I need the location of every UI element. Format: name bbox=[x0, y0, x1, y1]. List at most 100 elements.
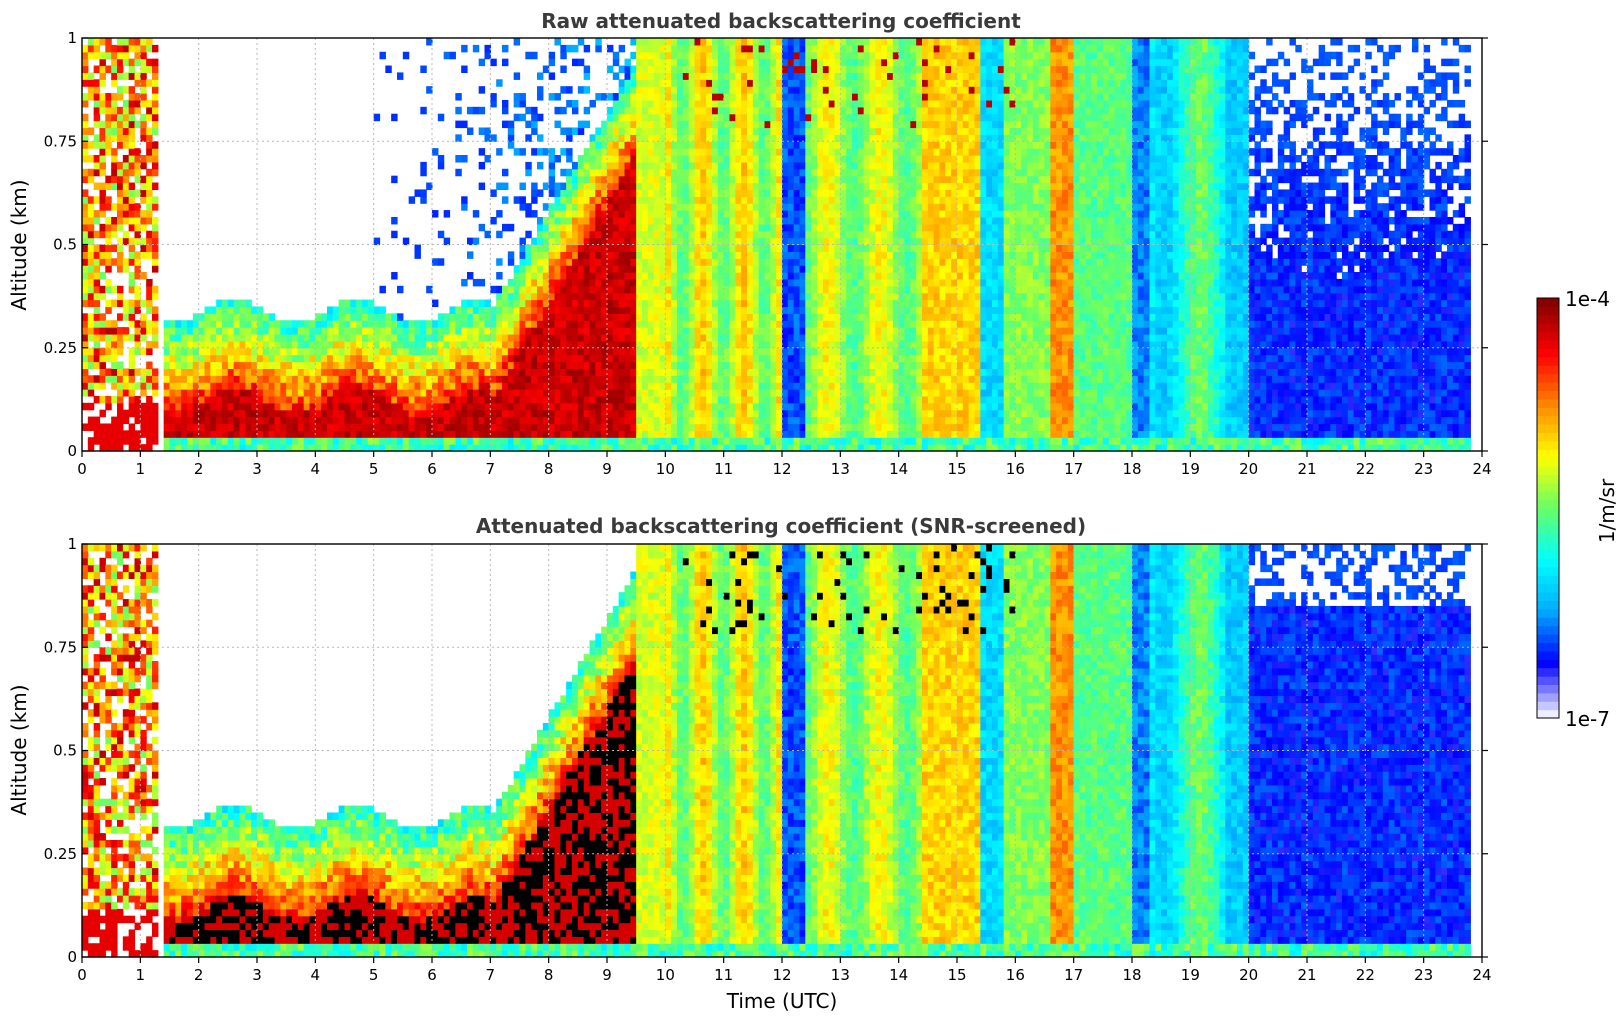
heatmap-cell bbox=[338, 423, 346, 431]
heatmap-cell bbox=[268, 354, 276, 363]
heatmap-cell bbox=[315, 347, 322, 356]
heatmap-cell bbox=[537, 430, 544, 438]
heatmap-cell bbox=[373, 416, 381, 425]
heatmap-cell bbox=[344, 313, 351, 321]
heatmap-cell bbox=[507, 423, 515, 431]
heatmap-cell bbox=[496, 409, 503, 418]
heatmap-cell bbox=[642, 223, 649, 232]
heatmap-cell bbox=[146, 148, 153, 156]
heatmap-cell bbox=[350, 320, 357, 328]
heatmap-cell bbox=[99, 189, 106, 197]
heatmap-cell bbox=[210, 368, 217, 376]
heatmap-cell bbox=[432, 430, 439, 438]
heatmap-cell bbox=[367, 389, 375, 397]
heatmap-cell bbox=[828, 299, 836, 308]
heatmap-cell bbox=[828, 361, 836, 369]
heatmap-cell bbox=[787, 389, 795, 397]
heatmap-cell bbox=[572, 251, 579, 259]
heatmap-cell bbox=[437, 382, 445, 390]
heatmap-cell bbox=[379, 368, 386, 376]
heatmap-cell bbox=[490, 285, 497, 294]
heatmap-cell bbox=[782, 251, 789, 259]
heatmap-cell bbox=[630, 196, 637, 204]
heatmap-cell bbox=[496, 210, 503, 218]
heatmap-cell bbox=[764, 258, 771, 266]
heatmap-cell bbox=[490, 58, 497, 67]
heatmap-cell bbox=[799, 196, 806, 204]
heatmap-cell bbox=[595, 155, 602, 163]
heatmap-cell bbox=[787, 299, 795, 308]
heatmap-cell bbox=[152, 141, 159, 149]
heatmap-cell bbox=[198, 437, 206, 445]
heatmap-cell bbox=[822, 285, 830, 294]
heatmap-cell bbox=[659, 99, 666, 108]
heatmap-cell bbox=[566, 182, 573, 191]
heatmap-cell bbox=[741, 416, 748, 425]
heatmap-cell bbox=[624, 265, 631, 273]
heatmap-cell bbox=[292, 423, 299, 431]
heatmap-cell bbox=[379, 423, 386, 431]
heatmap-cell bbox=[799, 127, 806, 135]
heatmap-cell bbox=[146, 437, 153, 445]
heatmap-cell bbox=[700, 210, 707, 218]
heatmap-cell bbox=[653, 93, 661, 101]
heatmap-cell bbox=[712, 216, 719, 225]
heatmap-cell bbox=[554, 106, 561, 115]
heatmap-cell bbox=[362, 347, 369, 356]
heatmap-cell bbox=[525, 161, 532, 170]
heatmap-cell bbox=[367, 354, 375, 363]
heatmap-cell bbox=[554, 285, 561, 294]
heatmap-cell bbox=[572, 444, 579, 452]
heatmap-cell bbox=[111, 430, 118, 438]
heatmap-cell bbox=[799, 361, 806, 369]
heatmap-cell bbox=[624, 361, 631, 369]
heatmap-cell bbox=[286, 340, 293, 349]
heatmap-cell bbox=[834, 327, 841, 335]
heatmap-cell bbox=[647, 278, 655, 287]
heatmap-cell bbox=[817, 196, 824, 204]
heatmap-cell bbox=[799, 134, 806, 142]
heatmap-cell bbox=[782, 299, 789, 308]
heatmap-cell bbox=[607, 251, 614, 259]
heatmap-cell bbox=[519, 382, 526, 390]
heatmap-cell bbox=[385, 409, 392, 418]
heatmap-cell bbox=[618, 395, 626, 404]
heatmap-cell bbox=[712, 141, 719, 149]
heatmap-cell bbox=[502, 354, 509, 363]
heatmap-cell bbox=[659, 113, 666, 122]
heatmap-cell bbox=[618, 402, 626, 411]
heatmap-cell bbox=[321, 327, 328, 335]
heatmap-cell bbox=[758, 382, 766, 390]
heatmap-cell bbox=[735, 203, 742, 211]
heatmap-cell bbox=[712, 210, 719, 218]
heatmap-cell bbox=[601, 444, 608, 452]
heatmap-cell bbox=[828, 423, 836, 431]
heatmap-cell bbox=[706, 203, 713, 211]
heatmap-cell bbox=[385, 423, 392, 431]
heatmap-cell bbox=[537, 148, 544, 156]
heatmap-cell bbox=[612, 237, 620, 246]
heatmap-cell bbox=[93, 423, 101, 431]
heatmap-cell bbox=[93, 354, 101, 363]
heatmap-cell bbox=[758, 127, 766, 135]
heatmap-cell bbox=[274, 430, 281, 438]
heatmap-cell bbox=[572, 437, 579, 445]
heatmap-cell bbox=[163, 333, 171, 342]
heatmap-cell bbox=[659, 272, 666, 280]
heatmap-cell bbox=[799, 333, 806, 342]
heatmap-cell bbox=[350, 409, 357, 418]
heatmap-cell bbox=[467, 402, 474, 411]
heatmap-cell bbox=[595, 327, 602, 335]
heatmap-cell bbox=[665, 251, 672, 259]
heatmap-cell bbox=[601, 155, 608, 163]
heatmap-cell bbox=[117, 210, 124, 218]
heatmap-cell bbox=[152, 333, 159, 342]
heatmap-cell bbox=[682, 237, 690, 246]
heatmap-cell bbox=[426, 395, 433, 404]
heatmap-cell bbox=[513, 278, 521, 287]
heatmap-cell bbox=[601, 216, 608, 225]
heatmap-cell bbox=[146, 285, 153, 294]
heatmap-cell bbox=[560, 361, 567, 369]
heatmap-cell bbox=[140, 210, 147, 218]
heatmap-cell bbox=[554, 354, 561, 363]
